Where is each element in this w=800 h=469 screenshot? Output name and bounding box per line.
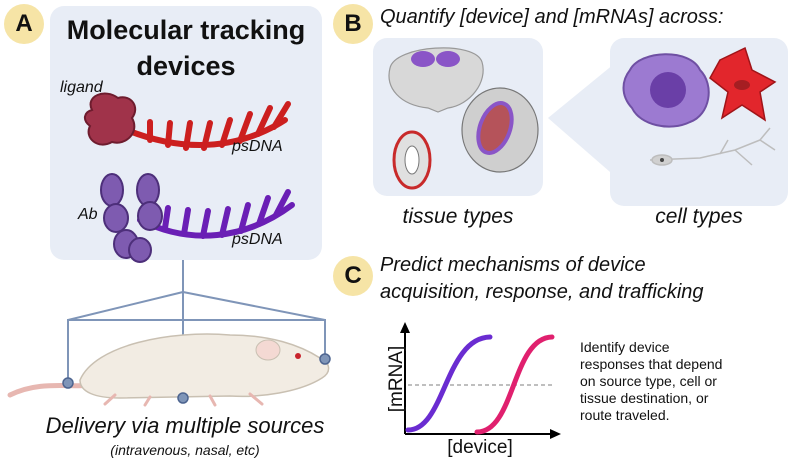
delivery-points: [62, 353, 331, 404]
tumor-section: [461, 87, 539, 173]
delivery-subtitle: (intravenous, nasal, etc): [110, 442, 260, 458]
mouse-illustration: [7, 333, 330, 407]
delivery-connectors: [67, 260, 326, 398]
callout-triangle: [548, 55, 625, 185]
description-line: responses that depend: [580, 356, 723, 372]
ligand-blob: [84, 92, 137, 146]
macrophage-cell: [622, 53, 710, 128]
cell-types-label: cell types: [655, 205, 743, 228]
devices-title-line1: Molecular tracking: [66, 15, 306, 45]
psdna-label-red: psDNA: [232, 138, 283, 155]
kidney-section: [392, 130, 432, 190]
devices-title-line2: devices: [136, 51, 236, 81]
brain-section: [388, 47, 484, 113]
tissue-types-label: tissue types: [402, 205, 514, 228]
response-graph: [400, 322, 561, 439]
description-text: Identify device responses that depend on…: [580, 339, 722, 424]
curve-purple: [405, 334, 493, 433]
curve-pink: [474, 334, 555, 435]
quantify-title: Quantify [device] and [mRNAs] across:: [380, 6, 724, 28]
antibody-shape: [100, 173, 163, 263]
red-psdna-strand: [112, 101, 291, 151]
neuron-cell: [649, 127, 776, 166]
description-line: on source type, cell or: [580, 373, 717, 389]
badge-a: A: [4, 4, 44, 44]
delivery-title: Delivery via multiple sources: [45, 413, 325, 438]
fibroblast-cell: [709, 46, 777, 122]
predict-title-line2: acquisition, response, and trafficking: [380, 281, 704, 303]
psdna-label-purple: psDNA: [232, 231, 283, 248]
description-line: Identify device: [580, 339, 670, 355]
badge-b: B: [333, 4, 373, 44]
predict-title-line1: Predict mechanisms of device: [380, 254, 646, 276]
antibody-label: Ab: [78, 206, 98, 223]
graph-y-label: [mRNA]: [386, 345, 407, 413]
graph-x-label: [device]: [447, 437, 513, 458]
badge-c: C: [333, 256, 373, 296]
description-line: tissue destination, or: [580, 390, 709, 406]
description-line: route traveled.: [580, 407, 670, 423]
ligand-label: ligand: [60, 79, 103, 96]
